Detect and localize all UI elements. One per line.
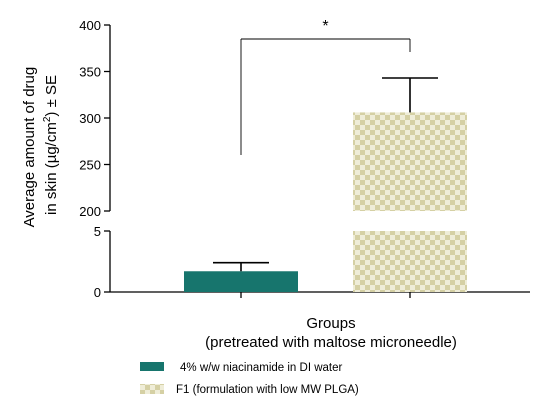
y-tick-label: 5 [94, 224, 101, 239]
y-tick-label: 200 [79, 204, 101, 219]
y-axis-title-superscript: 2 [42, 116, 53, 122]
y-axis-title-unit: ) ± SE [43, 75, 60, 117]
bar-2-lower [353, 231, 467, 292]
y-tick-label: 400 [79, 18, 101, 33]
legend-swatch-series1 [140, 362, 164, 371]
significance-label: * [322, 18, 328, 35]
plot-area: 200 250 300 350 400 0 5 * [79, 18, 530, 300]
legend-label-series1: 4% w/w niacinamide in DI water [180, 362, 343, 374]
bar-2-upper [353, 112, 467, 211]
x-axis-title: Groups [306, 315, 355, 332]
y-axis-title: Average amount of drug in skin (µg/cm2) … [21, 63, 60, 228]
y-tick-label: 300 [79, 111, 101, 126]
y-tick-label: 350 [79, 65, 101, 80]
legend-label-series2: F1 (formulation with low MW PLGA) [176, 384, 359, 396]
y-axis-title-line1: Average amount of drug [21, 67, 38, 228]
bar-1 [184, 271, 298, 292]
legend: 4% w/w niacinamide in DI water F1 (formu… [140, 362, 359, 396]
x-axis-subtitle: (pretreated with maltose microneedle) [205, 334, 457, 351]
y-tick-label: 0 [94, 285, 101, 300]
y-tick-label: 250 [79, 158, 101, 173]
y-axis-title-line2: in skin (µg/cm [43, 122, 60, 215]
legend-swatch-series2 [140, 384, 164, 394]
